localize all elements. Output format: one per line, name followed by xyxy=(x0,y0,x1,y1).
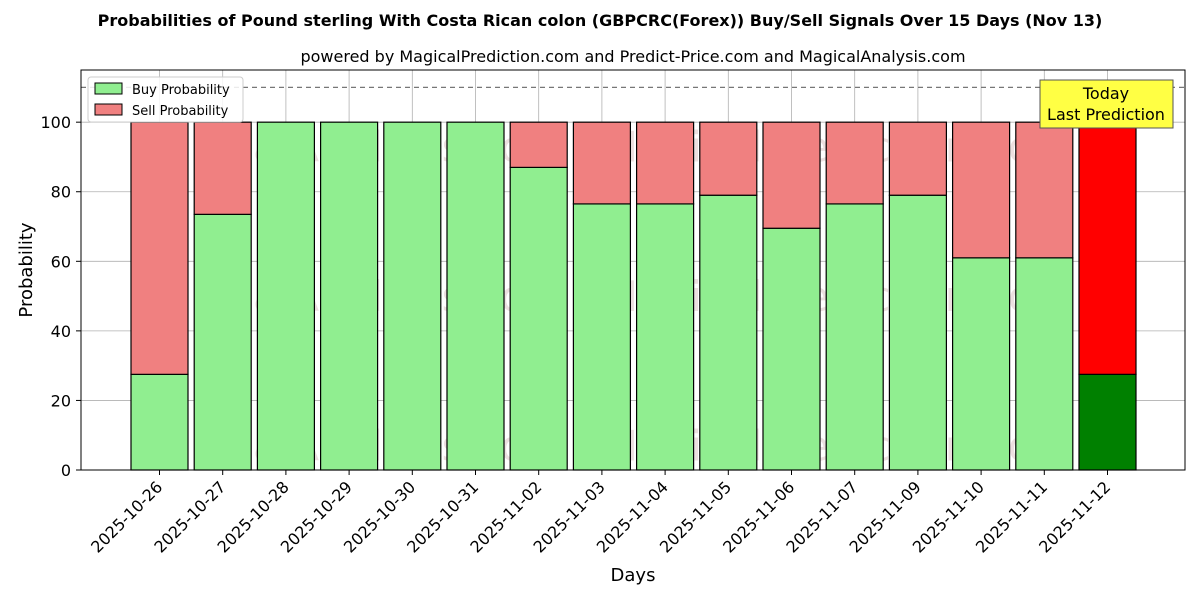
y-tick-label: 40 xyxy=(51,322,71,341)
bar-buy xyxy=(256,121,315,471)
chart-title: Probabilities of Pound sterling With Cos… xyxy=(98,11,1103,30)
bar-buy xyxy=(635,203,695,471)
bar-sell xyxy=(825,121,884,205)
bar-buy xyxy=(699,194,758,471)
y-tick-label: 0 xyxy=(61,461,71,480)
legend: Buy Probability Sell Probability xyxy=(87,76,244,123)
legend-label-buy: Buy Probability xyxy=(132,83,230,98)
bar-buy xyxy=(572,203,632,471)
bar-sell xyxy=(1078,121,1137,375)
bar-sell xyxy=(888,121,948,196)
bar-sell xyxy=(572,121,632,205)
bar-sell xyxy=(699,121,758,196)
bar-buy xyxy=(1015,257,1074,471)
bar-sell xyxy=(762,121,821,229)
bar-layer xyxy=(81,86,1185,471)
bar-sell xyxy=(951,121,1011,259)
y-tick-label: 60 xyxy=(51,252,71,271)
y-tick-label: 100 xyxy=(40,113,71,132)
bar-buy xyxy=(193,213,252,471)
plot-frame xyxy=(80,69,1186,471)
bar-buy xyxy=(762,227,821,471)
chart-subtitle: powered by MagicalPrediction.com and Pre… xyxy=(300,47,965,66)
bar-sell xyxy=(130,121,189,375)
legend-box xyxy=(87,76,244,123)
legend-swatch-sell xyxy=(94,103,123,116)
bar-buy xyxy=(1078,373,1137,471)
bar-buy xyxy=(825,203,884,471)
bar-sell xyxy=(635,121,695,205)
x-axis-label: Days xyxy=(611,565,656,586)
today-annotation-line1: Today xyxy=(1082,84,1129,103)
y-tick-label: 20 xyxy=(51,391,71,410)
y-axis-label: Probability xyxy=(16,222,37,317)
y-tick-label: 80 xyxy=(51,183,71,202)
bar-buy xyxy=(951,257,1011,471)
bar-sell xyxy=(1015,121,1074,259)
bar-sell xyxy=(193,121,252,215)
legend-label-sell: Sell Probability xyxy=(132,104,229,119)
bar-buy xyxy=(446,121,505,471)
today-annotation-box xyxy=(1039,79,1174,129)
bar-buy xyxy=(130,373,189,471)
today-annotation: Today Last Prediction xyxy=(1039,79,1174,129)
bar-buy xyxy=(888,194,948,471)
bar-sell xyxy=(509,121,568,168)
bar-buy xyxy=(509,166,568,471)
bar-buy xyxy=(320,121,379,471)
legend-swatch-buy xyxy=(94,82,123,95)
bar-buy xyxy=(383,121,442,471)
today-annotation-line2: Last Prediction xyxy=(1047,105,1165,124)
